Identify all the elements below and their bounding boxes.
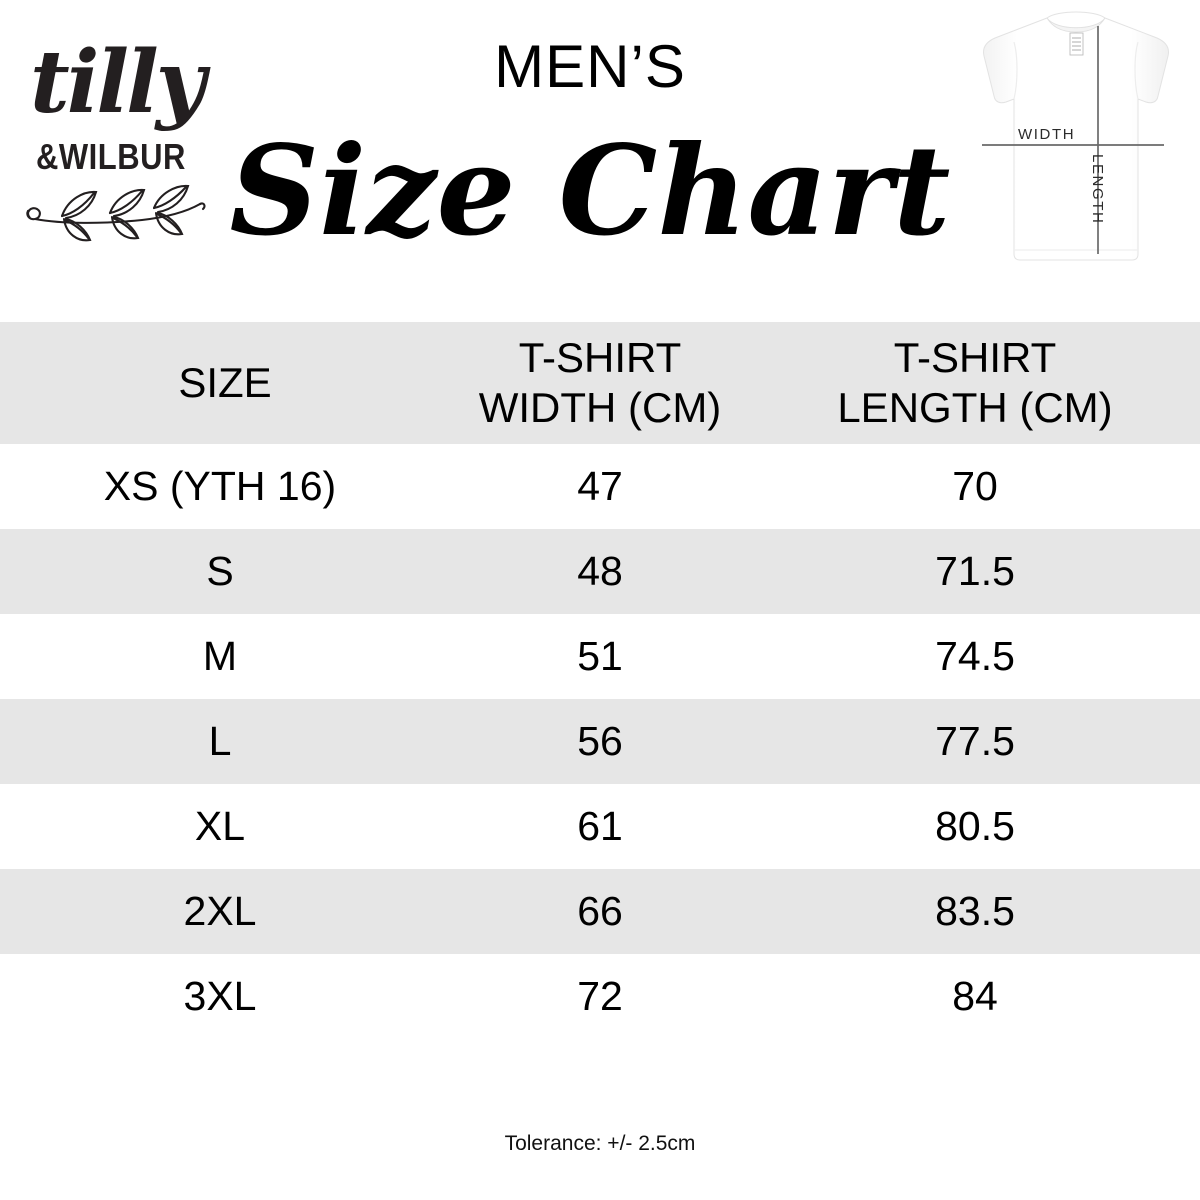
column-header-size: SIZE [0,322,450,444]
cell-width: 56 [577,718,623,764]
cell-width: 47 [577,463,623,509]
cell-length: 71.5 [935,548,1015,594]
cell-length: 83.5 [935,888,1015,934]
leaf-branch-icon [26,184,206,242]
table-body: XS (YTH 16) 47 70 S 48 71.5 M 51 74.5 L … [0,444,1200,1039]
cell-width: 66 [577,888,623,934]
cell-size: 3XL [183,973,257,1019]
size-table: SIZE T-SHIRT WIDTH (CM) T-SHIRT LENGTH (… [0,322,1200,1039]
cell-length: 74.5 [935,633,1015,679]
cell-length: 80.5 [935,803,1015,849]
table-row: 2XL 66 83.5 [0,869,1200,954]
page-title: Size Chart [229,119,951,264]
page-eyebrow: MEN’S [494,33,686,100]
cell-size: XL [194,803,246,849]
table-row: M 51 74.5 [0,614,1200,699]
cell-width: 51 [577,633,623,679]
column-header-size-text: SIZE [178,359,272,407]
table-header: SIZE T-SHIRT WIDTH (CM) T-SHIRT LENGTH (… [0,322,1200,444]
column-header-length-line2: LENGTH (CM) [837,384,1113,431]
cell-width: 48 [577,548,623,594]
table-header-row: SIZE T-SHIRT WIDTH (CM) T-SHIRT LENGTH (… [0,322,1200,444]
cell-length: 70 [952,463,998,509]
column-header-length-line1: T-SHIRT [893,334,1057,382]
column-header-width: T-SHIRT WIDTH (CM) [450,322,750,444]
width-label: WIDTH [1018,126,1075,143]
cell-size: 2XL [183,888,257,934]
length-label: LENGTH [1089,154,1106,224]
table-row: 3XL 72 84 [0,954,1200,1039]
tolerance-note: Tolerance: +/- 2.5cm [504,1132,696,1155]
brand-name-sub: &WILBUR [36,136,186,178]
table-row: XS (YTH 16) 47 70 [0,444,1200,529]
cell-length: 84 [952,973,998,1019]
tshirt-shape [983,11,1169,261]
cell-size: XS (YTH 16) [103,463,337,509]
cell-width: 61 [577,803,623,849]
cell-size: L [208,718,232,764]
tshirt-measurement-icon: WIDTH LENGTH [982,11,1169,261]
column-header-length: T-SHIRT LENGTH (CM) [750,322,1200,444]
cell-width: 72 [577,973,623,1019]
table-row: S 48 71.5 [0,529,1200,614]
table-row: L 56 77.5 [0,699,1200,784]
column-header-width-line1: T-SHIRT [518,334,682,382]
table-row: XL 61 80.5 [0,784,1200,869]
cell-size: S [206,548,234,594]
brand-logo: tilly &WILBUR [22,40,222,245]
cell-length: 77.5 [935,718,1015,764]
column-header-width-line2: WIDTH (CM) [478,384,722,431]
cell-size: M [202,633,238,679]
brand-name-script: tilly [30,32,206,133]
